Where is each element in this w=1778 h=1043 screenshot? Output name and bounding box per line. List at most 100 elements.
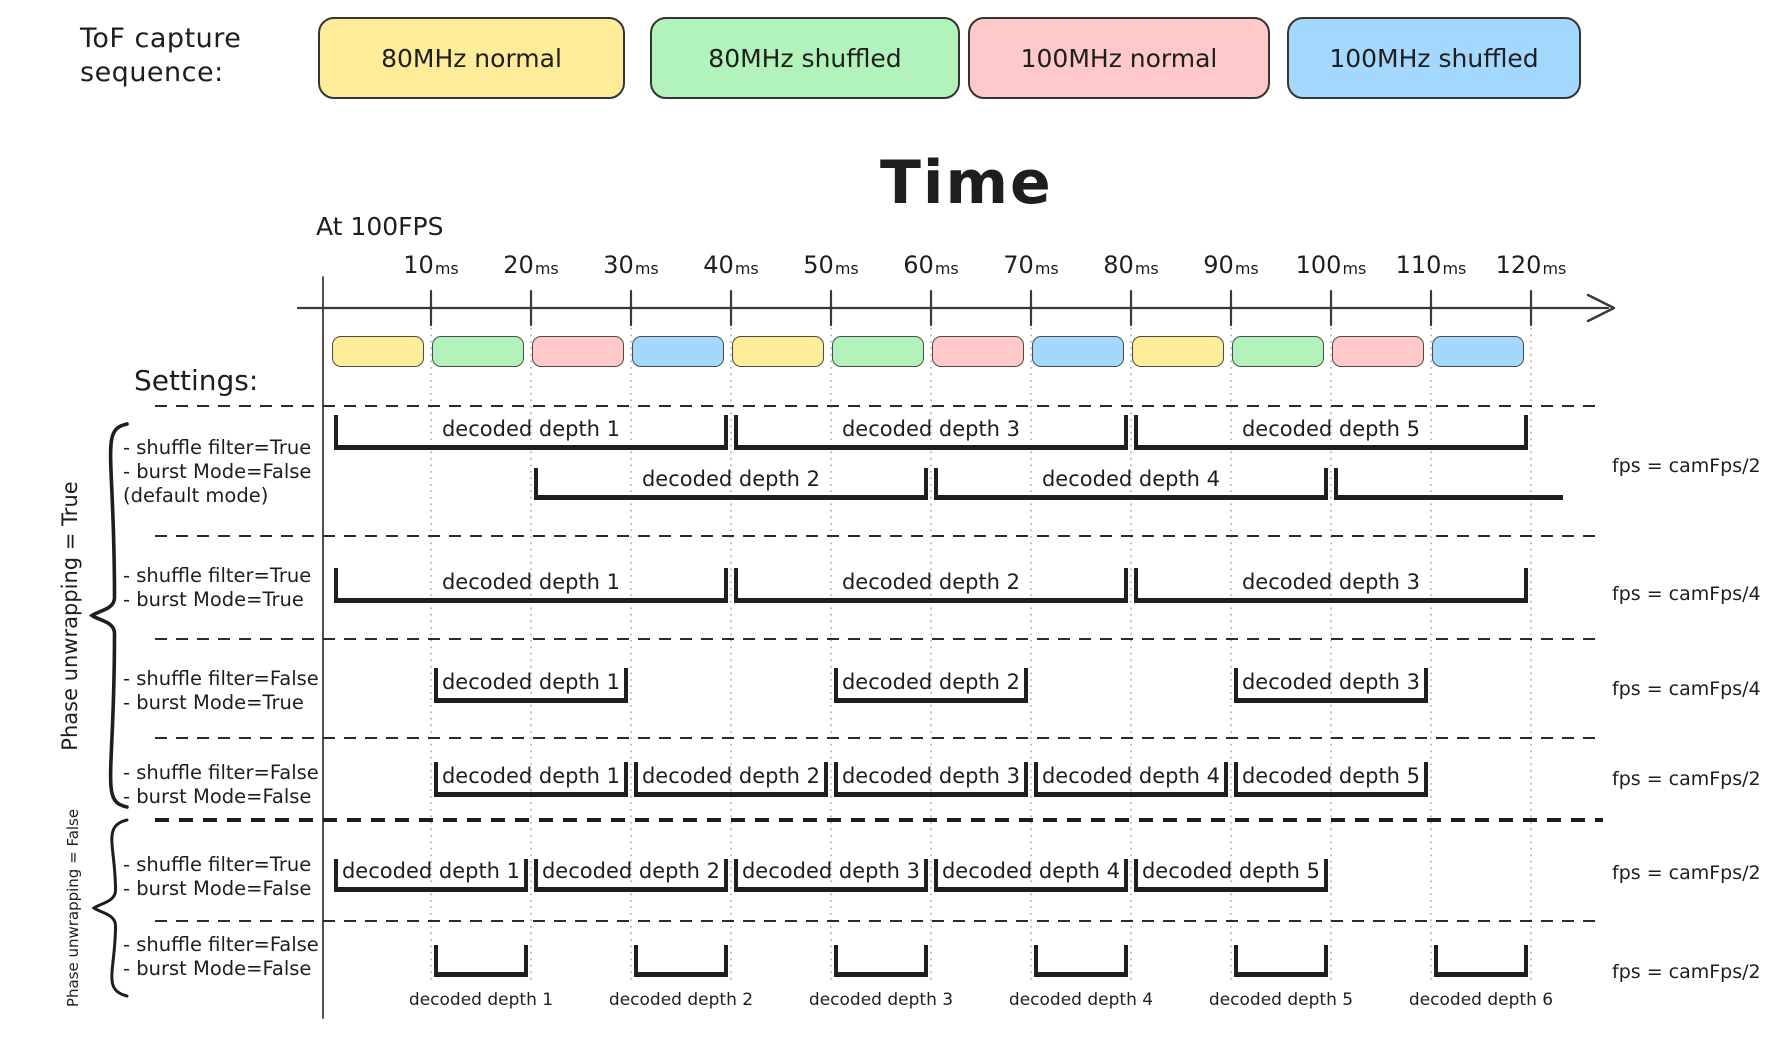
bracket-label: decoded depth 5	[1241, 764, 1421, 788]
bracket-label: decoded depth 3	[1241, 570, 1421, 594]
row-4-fps-label: fps = camFps/2	[1612, 768, 1761, 790]
tick-value: 120	[1495, 251, 1542, 279]
tick-unit: ms	[534, 259, 559, 278]
settings-line: - burst Mode=False	[123, 785, 312, 808]
bracket-label: decoded depth 3	[841, 764, 1021, 788]
tick-unit: ms	[1442, 259, 1467, 278]
tick-value: 110	[1395, 251, 1442, 279]
decoded-depth-bracket: decoded depth 2	[534, 859, 728, 892]
axis-tick-label-100: 100ms	[1296, 251, 1367, 279]
decoded-depth-bracket: decoded depth 5	[1134, 415, 1528, 450]
row-2-settings: - shuffle filter=True - burst Mode=True	[123, 564, 311, 612]
decoded-depth-bracket: decoded depth 3	[834, 762, 1028, 797]
bracket-label-below: decoded depth 5	[1208, 990, 1354, 1010]
tick-value: 30	[603, 251, 634, 279]
row-4-settings: - shuffle filter=False - burst Mode=False	[123, 761, 319, 809]
settings-line: - shuffle filter=False	[123, 761, 319, 784]
legend-item-label: 80MHz shuffled	[708, 43, 902, 73]
axis-tick-label-70: 70ms	[1003, 251, 1058, 279]
decoded-depth-bracket	[1234, 945, 1328, 977]
legend-title: ToF capture sequence:	[80, 22, 241, 90]
bracket-label: decoded depth 4	[941, 859, 1121, 883]
capture-block-green	[1232, 336, 1324, 367]
legend-item-pink: 100MHz normal	[968, 17, 1270, 99]
row-5-fps-label: fps = camFps/2	[1612, 862, 1761, 884]
capture-block-blue	[632, 336, 724, 367]
legend-item-label: 100MHz normal	[1020, 43, 1218, 73]
decoded-depth-bracket	[634, 945, 728, 977]
settings-label: Settings:	[134, 364, 259, 397]
settings-line: - burst Mode=False	[123, 877, 312, 900]
row-3-fps-label: fps = camFps/4	[1612, 678, 1761, 700]
axis-tick-label-80: 80ms	[1103, 251, 1158, 279]
row-5-settings: - shuffle filter=True - burst Mode=False	[123, 853, 311, 901]
decoded-depth-bracket: decoded depth 4	[1034, 762, 1228, 797]
legend-item-label: 100MHz shuffled	[1329, 43, 1539, 73]
axis-tick-label-110: 110ms	[1396, 251, 1467, 279]
settings-line: - burst Mode=True	[123, 588, 304, 611]
tick-value: 90	[1203, 251, 1234, 279]
legend-item-green: 80MHz shuffled	[650, 17, 960, 99]
bracket-label: decoded depth 3	[1241, 670, 1421, 694]
decoded-depth-bracket: decoded depth 2	[834, 668, 1028, 703]
legend-item-label: 80MHz normal	[381, 43, 562, 73]
row-1-fps-label: fps = camFps/2	[1612, 455, 1761, 477]
bracket-label: decoded depth 1	[441, 670, 621, 694]
tick-value: 70	[1003, 251, 1034, 279]
row-6-settings: - shuffle filter=False - burst Mode=False	[123, 933, 319, 981]
row-separator	[155, 638, 1603, 641]
decoded-depth-bracket: decoded depth 2	[734, 568, 1128, 603]
axis-tick-label-60: 60ms	[903, 251, 958, 279]
decoded-depth-bracket: decoded depth 1	[434, 762, 628, 797]
settings-line: - burst Mode=False	[123, 957, 312, 980]
bracket-label: decoded depth 2	[541, 859, 721, 883]
axis-tick-label-10: 10ms	[403, 251, 458, 279]
decoded-depth-bracket: decoded depth 5	[1134, 859, 1328, 892]
bracket-label: decoded depth 3	[841, 417, 1021, 441]
decoded-depth-bracket: decoded depth 1	[434, 668, 628, 703]
curly-brace-phase-false	[91, 818, 129, 998]
curly-brace-phase-true	[88, 422, 129, 809]
decoded-depth-bracket: decoded depth 1	[334, 568, 728, 603]
axis-tick-label-120: 120ms	[1496, 251, 1567, 279]
axis-tick-label-40: 40ms	[703, 251, 758, 279]
bracket-label-below: decoded depth 1	[408, 990, 554, 1010]
tick-value: 50	[803, 251, 834, 279]
decoded-depth-bracket: decoded depth 3	[734, 415, 1128, 450]
decoded-depth-bracket	[834, 945, 928, 977]
row-1-settings: - shuffle filter=True - burst Mode=False(…	[123, 436, 311, 508]
settings-line: - shuffle filter=False	[123, 933, 319, 956]
tick-unit: ms	[1234, 259, 1259, 278]
group-separator	[155, 818, 1603, 822]
decoded-depth-bracket: decoded depth 3	[1234, 668, 1428, 703]
decoded-depth-bracket: decoded depth 4	[934, 859, 1128, 892]
fps-note: At 100FPS	[316, 212, 444, 241]
bracket-label-below: decoded depth 6	[1408, 990, 1554, 1010]
capture-block-pink	[932, 336, 1024, 367]
capture-block-blue	[1032, 336, 1124, 367]
axis-tick-label-50: 50ms	[803, 251, 858, 279]
bracket-label: decoded depth 4	[1041, 764, 1221, 788]
bracket-label: decoded depth 1	[441, 417, 621, 441]
decoded-depth-bracket: decoded depth 4	[934, 467, 1328, 500]
settings-line: - shuffle filter=False	[123, 667, 319, 690]
bracket-label: decoded depth 1	[441, 570, 621, 594]
decoded-depth-bracket	[434, 945, 528, 977]
capture-block-pink	[532, 336, 624, 367]
legend-item-blue: 100MHz shuffled	[1287, 17, 1581, 99]
capture-block-green	[432, 336, 524, 367]
bracket-label: decoded depth 1	[441, 764, 621, 788]
capture-block-green	[832, 336, 924, 367]
bracket-label: decoded depth 2	[841, 670, 1021, 694]
tick-unit: ms	[634, 259, 659, 278]
tick-value: 100	[1295, 251, 1342, 279]
tick-unit: ms	[1542, 259, 1567, 278]
bracket-label: decoded depth 1	[341, 859, 521, 883]
decoded-depth-bracket: decoded depth 2	[634, 762, 828, 797]
decoded-depth-bracket: decoded depth 1	[334, 859, 528, 892]
capture-block-yellow	[332, 336, 424, 367]
bracket-label: decoded depth 2	[641, 764, 821, 788]
decoded-depth-bracket: decoded depth 3	[734, 859, 928, 892]
decoded-depth-bracket: decoded depth 2	[534, 467, 928, 500]
bracket-label: decoded depth 5	[1241, 417, 1421, 441]
